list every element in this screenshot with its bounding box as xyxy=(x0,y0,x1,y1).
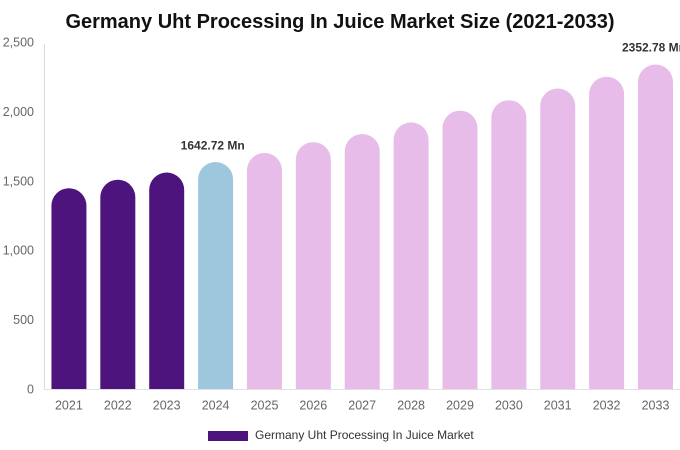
svg-text:2028: 2028 xyxy=(397,399,425,413)
svg-text:Germany Uht Processing In Juic: Germany Uht Processing In Juice Market S… xyxy=(65,11,614,33)
svg-text:2026: 2026 xyxy=(299,399,327,413)
svg-text:2027: 2027 xyxy=(348,399,376,413)
svg-text:0: 0 xyxy=(27,383,34,397)
svg-text:2025: 2025 xyxy=(251,399,279,413)
svg-text:2032: 2032 xyxy=(593,399,621,413)
svg-text:2029: 2029 xyxy=(446,399,474,413)
svg-text:1,000: 1,000 xyxy=(3,244,34,258)
svg-text:2031: 2031 xyxy=(544,399,572,413)
svg-text:2023: 2023 xyxy=(153,399,181,413)
svg-text:1642.72 Mn: 1642.72 Mn xyxy=(181,139,245,153)
svg-text:2033: 2033 xyxy=(642,399,670,413)
svg-text:2352.78 Mn: 2352.78 Mn xyxy=(622,41,680,55)
svg-text:1,500: 1,500 xyxy=(3,174,34,188)
svg-text:2030: 2030 xyxy=(495,399,523,413)
svg-text:Germany Uht Processing In Juic: Germany Uht Processing In Juice Market xyxy=(255,428,474,442)
svg-text:500: 500 xyxy=(13,313,34,327)
svg-text:2,500: 2,500 xyxy=(3,36,34,50)
svg-text:2021: 2021 xyxy=(55,399,83,413)
svg-text:2022: 2022 xyxy=(104,399,132,413)
svg-text:2,000: 2,000 xyxy=(3,105,34,119)
svg-text:2024: 2024 xyxy=(202,399,230,413)
